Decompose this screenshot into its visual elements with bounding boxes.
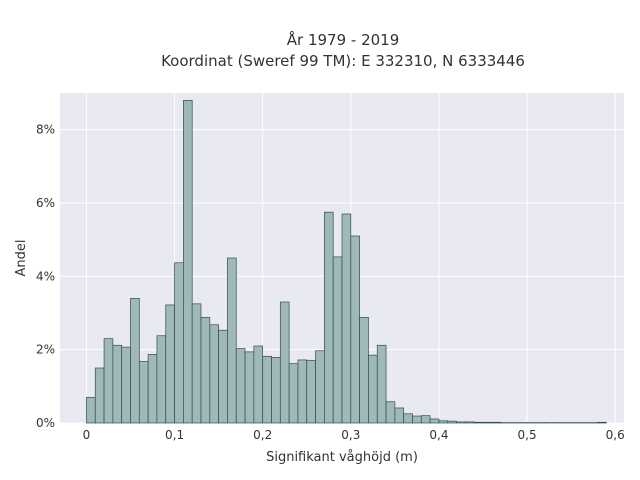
- histogram-bar: [376, 344, 387, 424]
- histogram-bar: [332, 256, 343, 424]
- histogram-bar: [306, 359, 316, 424]
- x-tick-label: 0,1: [165, 428, 184, 442]
- histogram-bar: [359, 317, 369, 424]
- histogram-bar: [447, 420, 457, 424]
- histogram-bar: [465, 421, 475, 424]
- histogram-bar: [473, 421, 484, 424]
- histogram-bar: [103, 338, 114, 424]
- chart-title-line1: År 1979 - 2019: [287, 30, 400, 49]
- histogram-bar: [244, 351, 255, 424]
- histogram-bar: [420, 415, 431, 424]
- x-tick-label: 0,2: [253, 428, 272, 442]
- y-tick-label: 4%: [36, 269, 55, 283]
- histogram-bar: [297, 359, 308, 424]
- histogram-bar: [218, 329, 228, 424]
- y-axis-ticks: 0% 2% 4% 6% 8%: [36, 123, 55, 430]
- histogram-bar: [403, 413, 413, 424]
- histogram-bar: [438, 420, 449, 424]
- histogram-bar: [209, 324, 219, 424]
- histogram-bar: [156, 335, 167, 424]
- histogram-bar: [227, 257, 237, 424]
- y-tick-label: 0%: [36, 416, 55, 430]
- histogram-bar: [200, 317, 211, 424]
- histogram-bar: [368, 354, 378, 424]
- y-tick-label: 8%: [36, 123, 55, 137]
- histogram-bar: [324, 211, 334, 424]
- histogram-bar: [262, 355, 272, 424]
- histogram-bar: [482, 421, 493, 424]
- histogram-bar: [597, 421, 607, 424]
- histogram-bar: [350, 235, 360, 424]
- histogram-bar: [86, 396, 96, 424]
- histogram-bar: [235, 348, 246, 424]
- x-tick-label: 0: [83, 428, 91, 442]
- histogram-bar: [385, 401, 396, 424]
- histogram-bar: [271, 357, 281, 424]
- chart-title-line2: Koordinat (Sweref 99 TM): E 332310, N 63…: [161, 52, 525, 70]
- histogram-bar: [279, 301, 290, 424]
- y-tick-label: 2%: [36, 343, 55, 357]
- x-axis-label: Signifikant våghöjd (m): [266, 450, 418, 465]
- x-axis-ticks: 0 0,1 0,2 0,3 0,4 0,5 0,6: [83, 428, 625, 442]
- histogram-bar: [138, 361, 149, 424]
- histogram-bar: [94, 367, 105, 424]
- y-tick-label: 6%: [36, 196, 55, 210]
- y-axis-label: Andel: [14, 240, 29, 277]
- histogram-bar: [183, 99, 193, 424]
- histogram-bar: [147, 354, 158, 424]
- histogram-bar: [191, 303, 202, 424]
- histogram-bar: [429, 418, 440, 424]
- histogram-bar: [288, 363, 299, 424]
- histogram-bar: [253, 345, 264, 424]
- x-tick-label: 0,5: [518, 428, 537, 442]
- histogram-bar: [315, 350, 325, 424]
- histogram-bar: [341, 213, 352, 424]
- histogram-bar: [394, 407, 405, 424]
- histogram-bar: [412, 415, 422, 424]
- histogram-bar: [491, 421, 501, 424]
- histogram-bar: [112, 344, 123, 424]
- x-tick-label: 0,4: [429, 428, 448, 442]
- histogram-bar: [165, 304, 175, 424]
- x-tick-label: 0,3: [341, 428, 360, 442]
- histogram-bar: [174, 262, 184, 424]
- histogram-bar: [130, 297, 140, 424]
- x-tick-label: 0,6: [606, 428, 625, 442]
- histogram-bars: [86, 99, 607, 424]
- histogram-bar: [456, 421, 466, 424]
- histogram-bar: [121, 346, 131, 424]
